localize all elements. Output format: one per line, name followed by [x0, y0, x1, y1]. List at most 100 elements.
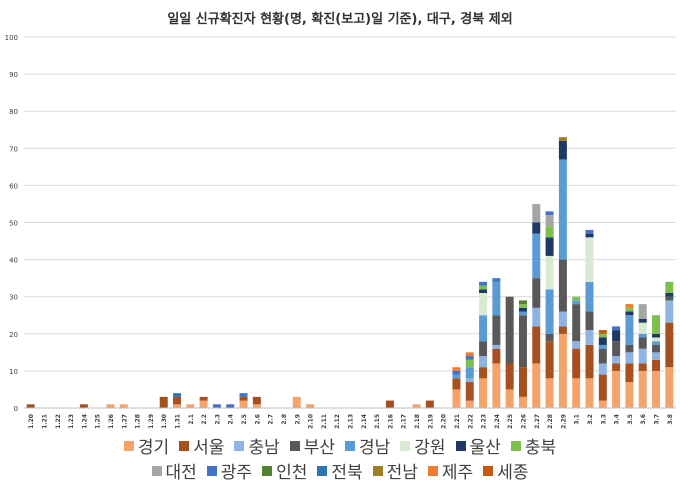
bar-segment — [173, 404, 182, 408]
bar-segment — [638, 348, 647, 364]
legend-swatch — [234, 440, 245, 451]
x-tick-label: 3.7 — [654, 414, 661, 425]
bar-segment — [119, 404, 128, 408]
y-tick-label: 50 — [9, 220, 18, 228]
legend-swatch — [206, 465, 217, 476]
y-tick-label: 10 — [9, 368, 18, 376]
legend-swatch — [289, 440, 300, 451]
legend-label: 경남 — [359, 438, 391, 458]
legend-item: 세종 — [483, 458, 528, 483]
legend-row: 경기 서울 충남 부산 경남 강원 울산 충북 — [20, 433, 660, 458]
x-tick-label: 2.22 — [467, 414, 474, 429]
bar-segment — [638, 322, 647, 334]
bar-segment — [492, 348, 501, 364]
bar-segment — [598, 337, 607, 345]
legend-swatch — [510, 440, 521, 451]
x-tick-label: 2.5 — [241, 414, 248, 425]
bar-segment — [479, 356, 488, 368]
bar-segment — [545, 289, 554, 334]
legend-item: 경기 — [123, 433, 170, 458]
bar-segment — [545, 255, 554, 290]
bar-segment — [532, 233, 541, 279]
y-tick-label: 20 — [9, 331, 18, 339]
x-tick-label: 2.25 — [507, 414, 514, 429]
bar-segment — [625, 307, 634, 312]
bar-segment — [652, 315, 661, 334]
x-tick-label: 1.20 — [28, 414, 35, 429]
bar-segment — [465, 382, 474, 401]
y-tick-label: 80 — [9, 108, 18, 116]
x-tick-label: 2.16 — [387, 414, 394, 429]
bar-segment — [598, 333, 607, 338]
bar-segment — [625, 315, 634, 345]
legend-item: 전남 — [372, 458, 418, 483]
bar-segment — [558, 140, 567, 160]
bar-segment — [479, 285, 488, 290]
bar-segment — [545, 215, 554, 227]
bar-segment — [452, 370, 461, 375]
x-tick-label: 2.20 — [441, 414, 448, 429]
bar-segment — [585, 281, 594, 312]
legend-row: 대전 광주 인천 전북 전남 제주 세종 — [20, 458, 660, 483]
x-tick-label: 2.11 — [321, 414, 328, 429]
x-tick-label: 3.6 — [640, 414, 647, 425]
bar-segment — [572, 341, 581, 349]
x-tick-label: 1.22 — [55, 414, 62, 429]
bar-segment — [572, 296, 581, 301]
legend-label: 경기 — [137, 438, 170, 458]
x-tick-label: 3.2 — [587, 414, 594, 425]
bar-segment — [492, 281, 501, 316]
bar-segment — [252, 396, 261, 405]
bar-segment — [545, 378, 554, 408]
bar-segment — [479, 367, 488, 379]
bar-segment — [652, 337, 661, 342]
bar-segment — [479, 378, 488, 408]
bar-segment — [518, 311, 527, 316]
gridlines — [24, 36, 676, 372]
x-tick-label: 2.29 — [560, 414, 567, 429]
legend-label: 제주 — [441, 463, 474, 483]
y-tick-label: 70 — [9, 145, 18, 153]
bar-segment — [612, 370, 621, 408]
y-tick-label: 90 — [9, 71, 18, 79]
bar-segment — [452, 389, 461, 408]
bar-segment — [665, 367, 674, 408]
legend-swatch — [179, 440, 190, 451]
bar-segment — [26, 404, 35, 408]
bar-segment — [665, 300, 674, 323]
y-tick-label: 100 — [5, 34, 18, 42]
x-tick-label: 2.18 — [414, 414, 421, 429]
bar-segment — [585, 233, 594, 238]
bar-segment — [518, 315, 527, 368]
bar-segment — [638, 337, 647, 349]
legend-swatch — [151, 465, 162, 476]
bar-segment — [545, 341, 554, 379]
bar-segment — [465, 367, 474, 379]
bar-segment — [545, 237, 554, 256]
bar-segment — [598, 344, 607, 349]
bar-segment — [598, 330, 607, 334]
bar-segment — [625, 363, 634, 383]
legend-label: 광주 — [220, 463, 253, 483]
chart-title: 일일 신규확진자 현황(명, 확진(보고)일 기준), 대구, 경북 제외 — [167, 12, 513, 27]
bar-segment — [479, 281, 488, 286]
x-tick-label: 2.19 — [427, 414, 434, 429]
x-tick-label: 2.6 — [254, 414, 261, 425]
x-tick-label: 2.12 — [334, 414, 341, 429]
bar-segment — [612, 330, 621, 342]
bar-segment — [585, 378, 594, 408]
x-tick-label: 2.24 — [494, 414, 501, 429]
bar-segment — [585, 330, 594, 345]
bar-segment — [465, 400, 474, 408]
bar-segment — [79, 404, 88, 408]
x-tick-label: 2.3 — [214, 414, 221, 425]
bar-segment — [425, 400, 434, 408]
legend-swatch — [345, 440, 355, 451]
bar-segment — [292, 396, 301, 408]
x-tick-label: 2.2 — [201, 414, 208, 425]
bar-segment — [558, 259, 567, 312]
bar-segment — [625, 304, 634, 308]
bar-segment — [212, 404, 221, 408]
bar-segment — [652, 359, 661, 371]
